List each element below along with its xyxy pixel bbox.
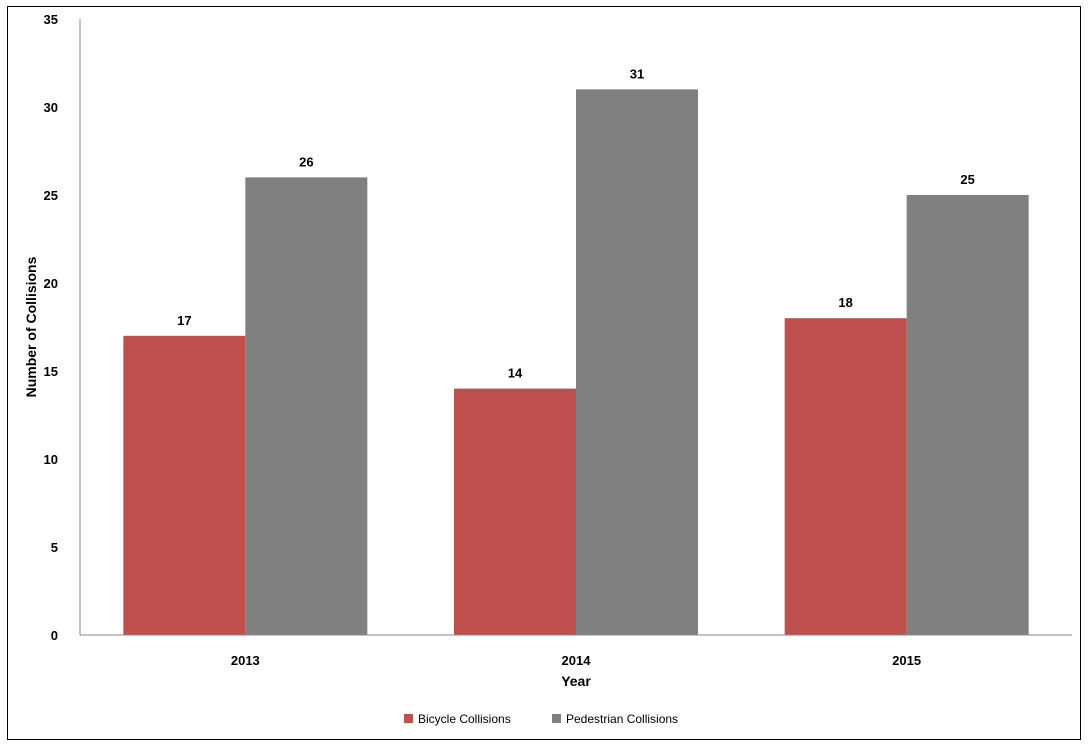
data-label: 25: [960, 172, 974, 187]
y-tick-label: 0: [51, 628, 58, 643]
y-axis-title: Number of Collisions: [23, 256, 39, 397]
data-label: 31: [630, 66, 644, 81]
legend-swatch: [552, 714, 561, 723]
data-label: 17: [177, 313, 191, 328]
bar-pedestrian-collisions-2014: [576, 89, 698, 635]
data-labels: 17 26 14 31 18 25: [177, 66, 975, 380]
bar-bicycle-collisions-2015: [784, 318, 907, 635]
x-tick-label: 2013: [231, 653, 260, 668]
bar-bicycle-collisions-2013: [123, 335, 246, 635]
y-tick-label: 5: [51, 540, 58, 555]
data-label: 26: [299, 154, 313, 169]
y-tick-label: 30: [44, 100, 58, 115]
x-tick-label: 2015: [892, 653, 921, 668]
bars: [123, 89, 1029, 635]
y-tick-label: 25: [44, 188, 58, 203]
legend-label: Pedestrian Collisions: [566, 712, 678, 726]
legend: Bicycle Collisions Pedestrian Collisions: [404, 712, 678, 726]
data-label: 14: [508, 366, 523, 381]
y-tick-label: 10: [44, 452, 58, 467]
bar-bicycle-collisions-2014: [454, 388, 576, 635]
legend-label: Bicycle Collisions: [418, 712, 511, 726]
x-tick-label: 2014: [562, 653, 592, 668]
bar-pedestrian-collisions-2013: [245, 177, 368, 635]
y-tick-label: 20: [44, 276, 58, 291]
y-axis-ticks: 0 5 10 15 20 25 30 35: [44, 12, 58, 643]
y-tick-label: 35: [44, 12, 58, 27]
x-axis-title: Year: [561, 673, 591, 689]
bar-pedestrian-collisions-2015: [906, 195, 1029, 635]
y-tick-label: 15: [44, 364, 58, 379]
data-label: 18: [838, 295, 852, 310]
legend-swatch: [404, 714, 413, 723]
x-axis-ticks: 2013 2014 2015: [231, 653, 921, 668]
